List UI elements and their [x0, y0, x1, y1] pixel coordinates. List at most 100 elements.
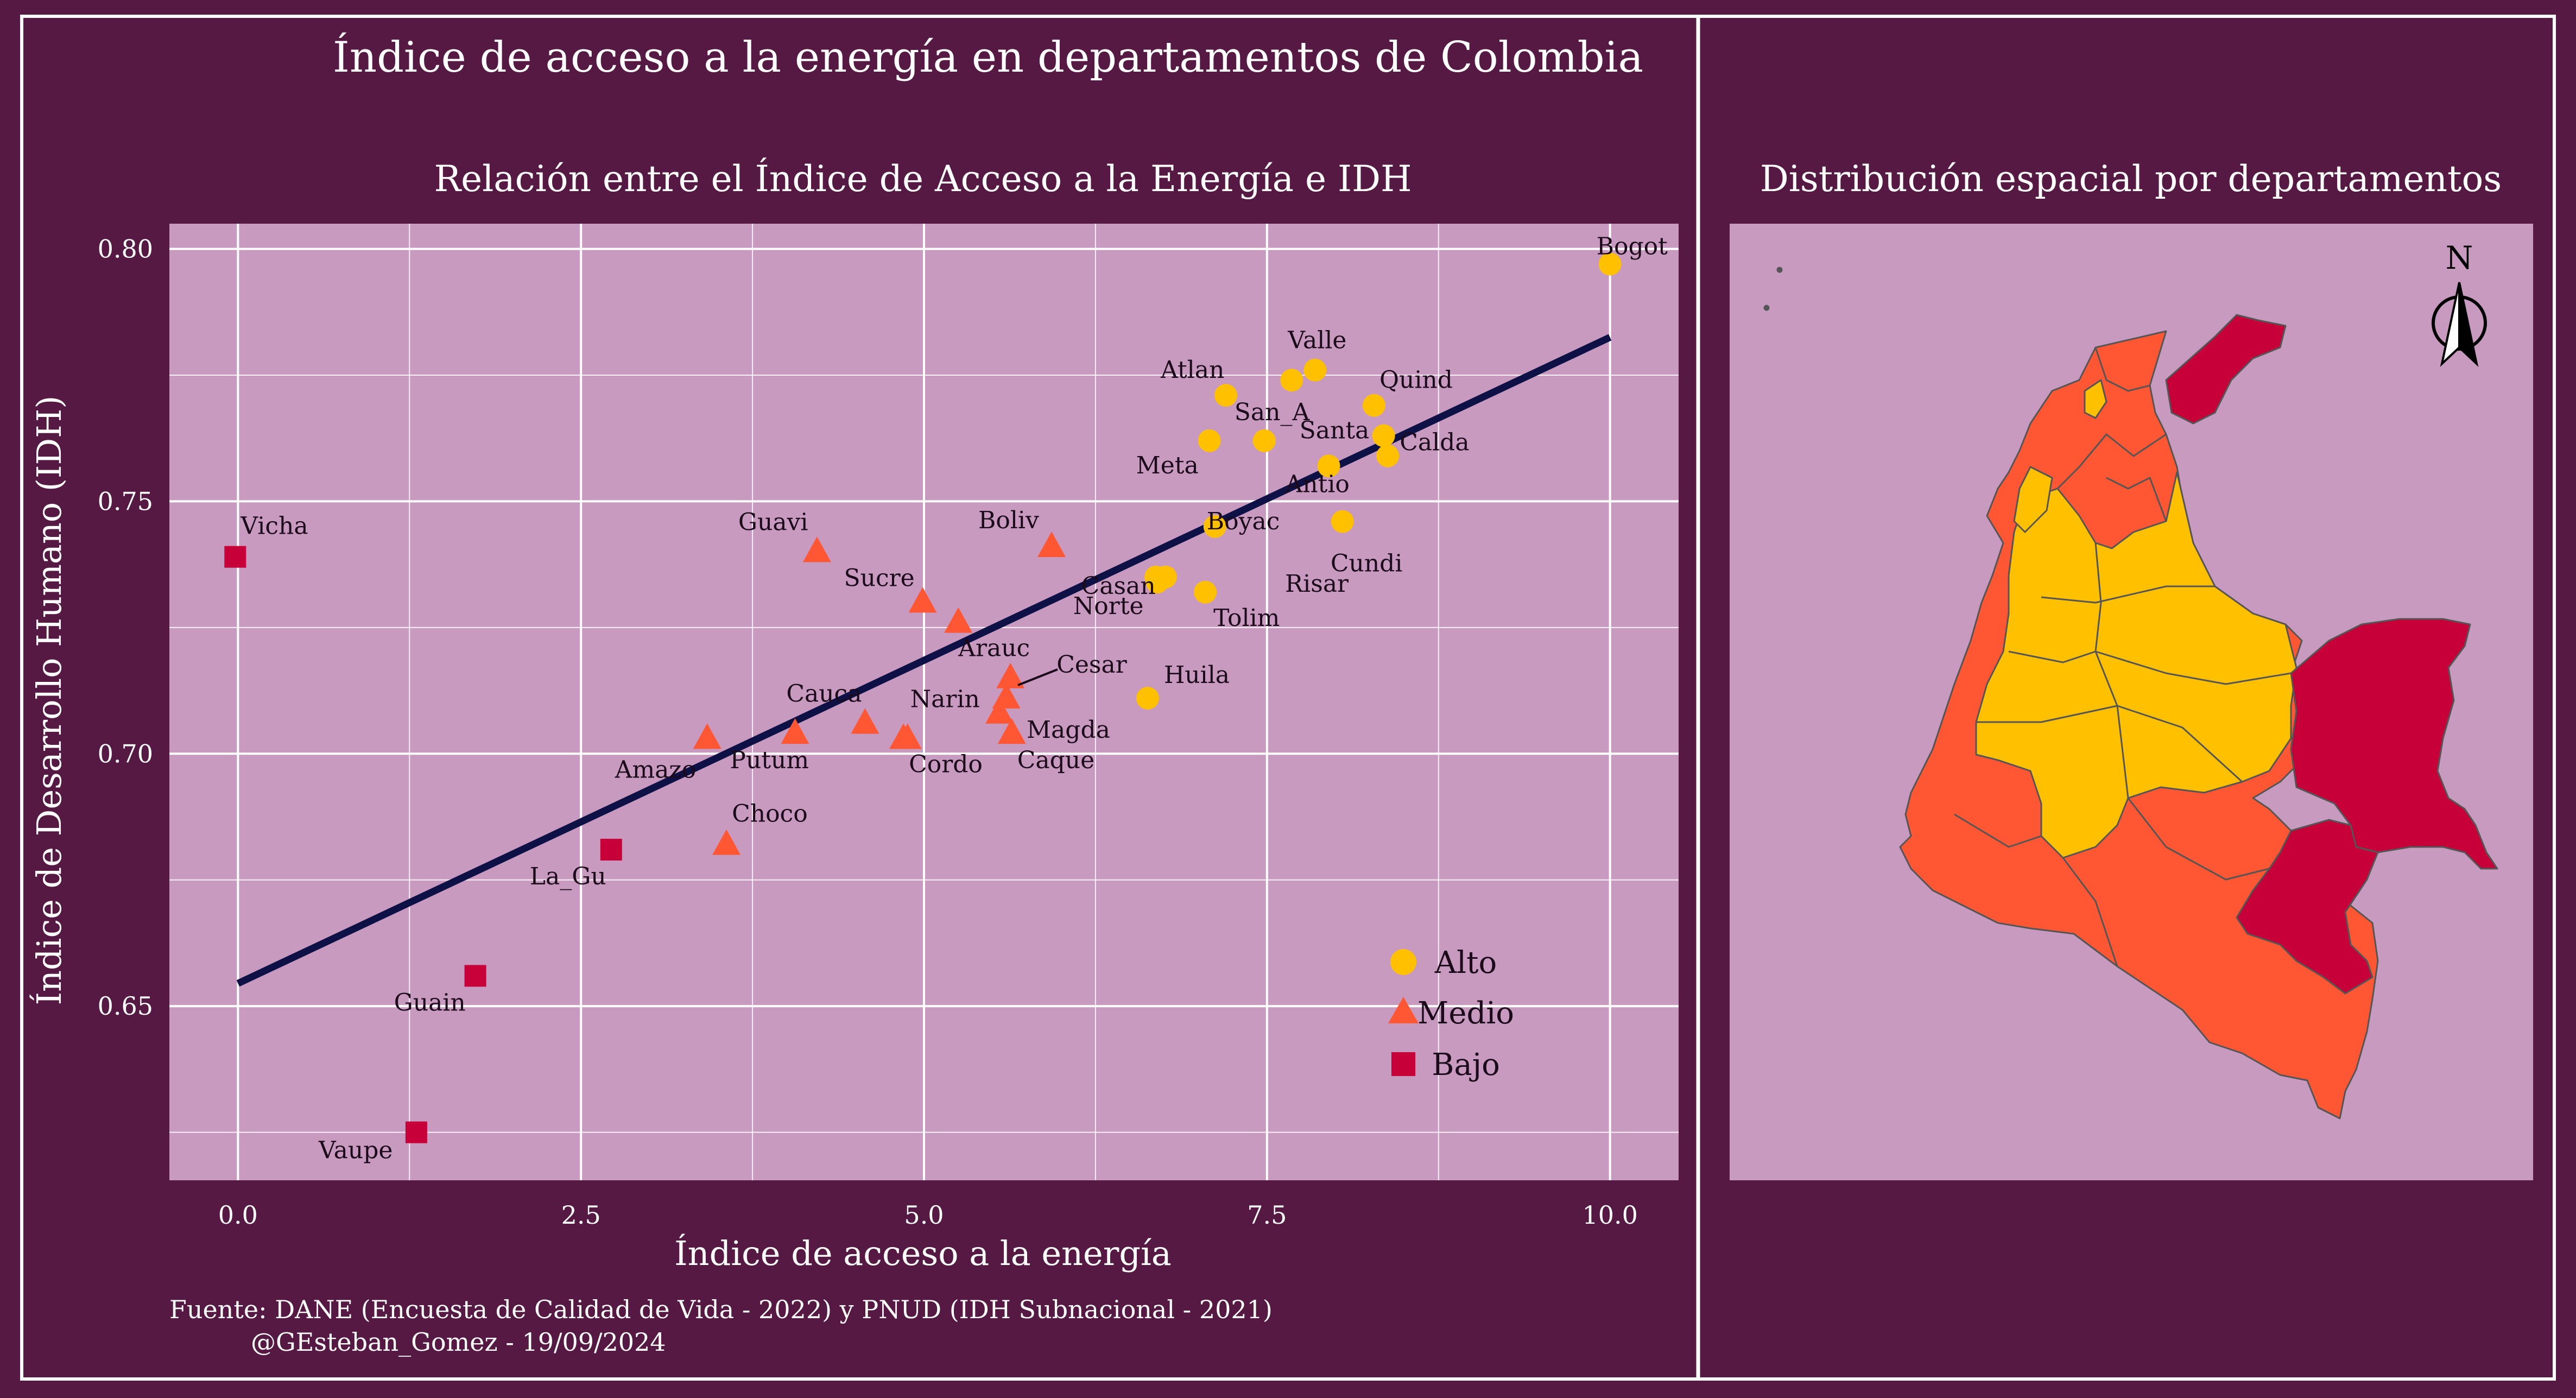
y-axis-title: Índice de Desarrollo Humano (IDH) — [29, 396, 69, 1005]
point-label: Calda — [1400, 429, 1469, 457]
map-region-alto-west — [2013, 466, 2053, 533]
colombia-map — [1763, 267, 2498, 1119]
point-label: Boyac — [1207, 508, 1280, 535]
point-alto — [1144, 565, 1168, 589]
chart-subtitle: Relación entre el Índice de Acceso a la … — [434, 158, 1412, 200]
point-label: Cordo — [909, 750, 983, 778]
x-tick-label: 10.0 — [1582, 1200, 1637, 1230]
point-label: Tolim — [1213, 604, 1280, 632]
point-alto — [1194, 580, 1217, 604]
point-alto — [1198, 429, 1221, 452]
point-medio — [985, 698, 1014, 724]
map-region-bajo-north — [2165, 314, 2287, 425]
y-tick-labels: 0.65 0.70 0.75 0.80 — [98, 234, 153, 1021]
x-axis-title: Índice de acceso a la energía — [674, 1233, 1172, 1273]
point-label: Quind — [1379, 366, 1453, 394]
x-tick-label: 0.0 — [218, 1200, 258, 1230]
y-tick-label: 0.70 — [98, 739, 153, 768]
point-label: Narin — [910, 685, 980, 713]
point-label: Risar — [1285, 570, 1349, 598]
legend-bajo-label: Bajo — [1432, 1047, 1500, 1083]
point-medio — [851, 708, 879, 734]
point-bajo — [600, 838, 622, 861]
map-title: Distribución espacial por departamentos — [1760, 158, 2502, 200]
y-tick-label: 0.75 — [98, 486, 153, 516]
legend: Alto Medio Bajo — [1388, 945, 1514, 1083]
point-label: Cesar — [1056, 651, 1128, 679]
point-medio — [997, 718, 1026, 744]
point-alto — [1303, 358, 1327, 382]
point-medio — [944, 607, 973, 633]
data-points — [224, 252, 1622, 1143]
map-island-2 — [1763, 305, 1770, 311]
point-bajo — [405, 1121, 427, 1143]
point-alto — [1252, 429, 1276, 452]
x-tick-label: 7.5 — [1247, 1200, 1287, 1230]
legend-medio-marker — [1388, 997, 1419, 1023]
point-label: San_A — [1235, 398, 1311, 426]
north-arrow-right — [2458, 282, 2479, 367]
point-medio — [908, 587, 937, 613]
point-alto — [1331, 510, 1354, 533]
point-label: Guavi — [738, 508, 808, 536]
point-label: Arauc — [958, 635, 1030, 662]
point-label: Magda — [1027, 716, 1110, 744]
point-medio — [693, 723, 721, 749]
map-region-bajo-southeast — [2236, 819, 2379, 995]
point-labels: Bogot Valle Atlan Quind San_A Meta Santa Calda A… — [240, 232, 1668, 1164]
point-label: Putum — [730, 747, 809, 774]
point-label: Vicha — [240, 513, 308, 540]
point-label: Meta — [1136, 452, 1199, 479]
legend-medio-label: Medio — [1417, 996, 1514, 1031]
point-alto — [1203, 515, 1226, 538]
point-alto — [1598, 252, 1622, 276]
y-tick-label: 0.80 — [98, 234, 153, 263]
point-medio — [781, 718, 809, 744]
point-label: Bogot — [1597, 232, 1668, 260]
map-island-1 — [1776, 267, 1783, 273]
point-alto — [1136, 687, 1159, 710]
main-title: Índice de acceso a la energía en departa… — [333, 32, 1643, 82]
point-medio — [1037, 532, 1066, 558]
map-region-alto — [1975, 471, 2297, 859]
map-region-bajo-east — [2290, 618, 2498, 870]
point-label: Casan — [1081, 572, 1156, 600]
point-label: Guain — [394, 989, 466, 1016]
legend-alto-marker — [1390, 949, 1416, 975]
x-tick-label: 5.0 — [904, 1200, 944, 1230]
cesar-label-leader — [1017, 668, 1058, 686]
point-alto — [1372, 424, 1395, 447]
point-label: Choco — [732, 800, 808, 828]
point-bajo — [464, 965, 486, 987]
point-alto — [1280, 369, 1303, 392]
point-bajo — [224, 546, 246, 568]
point-alto — [1376, 444, 1400, 467]
x-tick-labels: 0.0 2.5 5.0 7.5 10.0 — [218, 1200, 1638, 1230]
point-label: Boliv — [978, 507, 1039, 534]
point-medio — [996, 662, 1025, 688]
point-label: Antio — [1285, 470, 1350, 498]
legend-alto-label: Alto — [1434, 945, 1497, 981]
caption-author: @GEsteban_Gomez - 19/09/2024 — [251, 1327, 666, 1357]
map-boundaries — [1954, 347, 2292, 967]
point-label: Norte — [1073, 592, 1144, 620]
north-arrow: N — [2432, 239, 2487, 367]
point-label: Cauca — [786, 680, 862, 708]
point-medio — [889, 723, 918, 749]
caption-source: Fuente: DANE (Encuesta de Calidad de Vid… — [169, 1295, 1273, 1324]
point-medio — [802, 536, 831, 562]
point-label: Caque — [1017, 747, 1094, 774]
point-label: Huila — [1164, 661, 1230, 689]
point-alto — [1214, 384, 1237, 407]
point-alto — [1317, 454, 1340, 478]
point-label: Valle — [1287, 327, 1346, 355]
figure-frame — [20, 15, 2556, 1381]
map-region-alto-north — [2084, 379, 2107, 419]
point-label: Vaupe — [318, 1137, 393, 1165]
legend-bajo-marker — [1391, 1052, 1415, 1076]
point-label: Cundi — [1331, 550, 1403, 578]
point-alto — [1362, 394, 1385, 417]
point-label: Atlan — [1160, 356, 1224, 384]
point-label: Santa — [1300, 417, 1370, 445]
